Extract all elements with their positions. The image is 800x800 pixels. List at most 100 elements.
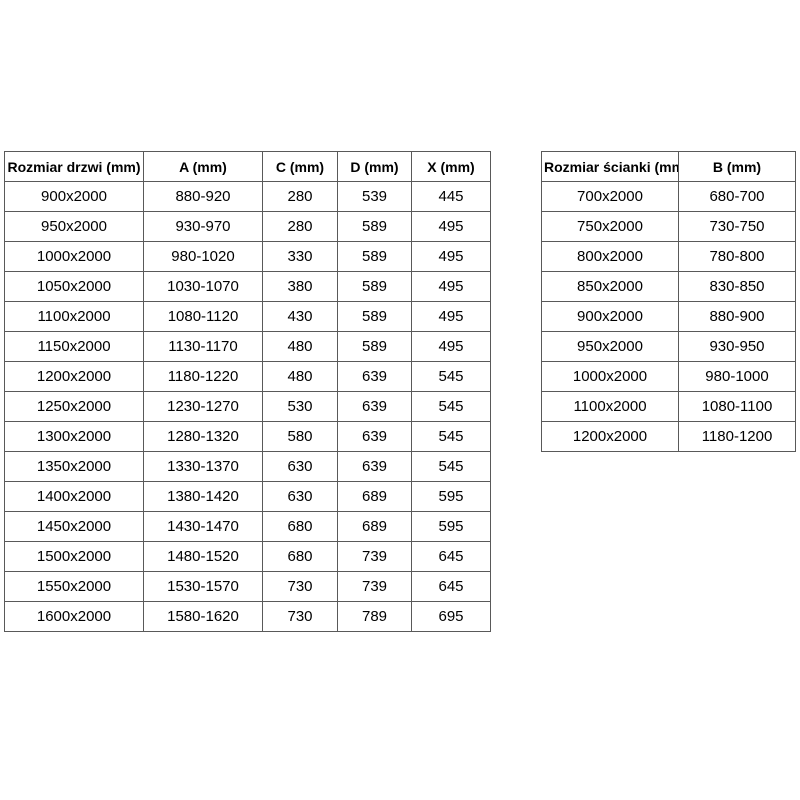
table-cell: 1030-1070 [143,271,263,302]
column-header: Rozmiar drzwi (mm) [4,151,144,182]
table-row: 1300x2000 1280-1320 580 639 545 [4,421,491,452]
table-cell: 630 [262,451,338,482]
table-cell: 495 [411,331,491,362]
table-cell: 1150x2000 [4,331,144,362]
table-cell: 680 [262,511,338,542]
column-header: D (mm) [337,151,412,182]
table-cell: 950x2000 [4,211,144,242]
table-row: 1150x2000 1130-1170 480 589 495 [4,331,491,362]
table-cell: 595 [411,511,491,542]
table-cell: 630 [262,481,338,512]
table-cell: 430 [262,301,338,332]
table-row: 900x2000 880-900 [541,301,796,332]
table-cell: 900x2000 [541,301,679,332]
table-cell: 730-750 [678,211,796,242]
table-cell: 1050x2000 [4,271,144,302]
table-cell: 495 [411,211,491,242]
table-row: 1450x2000 1430-1470 680 689 595 [4,511,491,542]
table-cell: 1280-1320 [143,421,263,452]
table-cell: 639 [337,361,412,392]
table-row: 1500x2000 1480-1520 680 739 645 [4,541,491,572]
table-cell: 1230-1270 [143,391,263,422]
table-cell: 789 [337,601,412,632]
table-row: 1000x2000 980-1000 [541,361,796,392]
table-cell: 539 [337,181,412,212]
door-table-header-row: Rozmiar drzwi (mm) A (mm) C (mm) D (mm) X (m… [4,151,491,182]
table-cell: 1550x2000 [4,571,144,602]
table-row: 1100x2000 1080-1120 430 589 495 [4,301,491,332]
table-cell: 739 [337,571,412,602]
table-cell: 1100x2000 [4,301,144,332]
table-row: 700x2000 680-700 [541,181,796,212]
table-cell: 1430-1470 [143,511,263,542]
table-row: 1200x2000 1180-1200 [541,421,796,452]
table-row: 1200x2000 1180-1220 480 639 545 [4,361,491,392]
table-row: 1100x2000 1080-1100 [541,391,796,422]
table-cell: 780-800 [678,241,796,272]
table-cell: 595 [411,481,491,512]
table-cell: 280 [262,211,338,242]
table-row: 1250x2000 1230-1270 530 639 545 [4,391,491,422]
table-cell: 1380-1420 [143,481,263,512]
column-header: X (mm) [411,151,491,182]
table-cell: 480 [262,331,338,362]
table-cell: 545 [411,391,491,422]
wall-panel-size-table: Rozmiar ścianki (mm) B (mm) 700x2000 680-7… [541,151,796,452]
table-cell: 495 [411,271,491,302]
table-cell: 800x2000 [541,241,679,272]
table-cell: 1180-1200 [678,421,796,452]
table-cell: 689 [337,481,412,512]
table-cell: 695 [411,601,491,632]
table-row: 1550x2000 1530-1570 730 739 645 [4,571,491,602]
column-header: Rozmiar ścianki (mm) [541,151,679,182]
table-cell: 280 [262,181,338,212]
table-cell: 1350x2000 [4,451,144,482]
table-cell: 880-900 [678,301,796,332]
table-cell: 639 [337,391,412,422]
table-cell: 1000x2000 [541,361,679,392]
table-cell: 680-700 [678,181,796,212]
table-cell: 1600x2000 [4,601,144,632]
column-header: B (mm) [678,151,796,182]
wall-table-header-row: Rozmiar ścianki (mm) B (mm) [541,151,796,182]
table-cell: 545 [411,421,491,452]
wall-table-body: 700x2000 680-700 750x2000 730-750 800x2000 78… [541,181,796,452]
table-cell: 645 [411,571,491,602]
table-cell: 589 [337,301,412,332]
table-cell: 639 [337,421,412,452]
table-row: 1400x2000 1380-1420 630 689 595 [4,481,491,512]
table-cell: 580 [262,421,338,452]
table-cell: 589 [337,241,412,272]
table-cell: 445 [411,181,491,212]
table-cell: 1300x2000 [4,421,144,452]
table-cell: 1500x2000 [4,541,144,572]
table-cell: 380 [262,271,338,302]
table-cell: 589 [337,211,412,242]
table-row: 1000x2000 980-1020 330 589 495 [4,241,491,272]
table-cell: 1400x2000 [4,481,144,512]
table-row: 1350x2000 1330-1370 630 639 545 [4,451,491,482]
table-cell: 495 [411,301,491,332]
table-cell: 589 [337,271,412,302]
column-header: A (mm) [143,151,263,182]
table-row: 1050x2000 1030-1070 380 589 495 [4,271,491,302]
table-cell: 1330-1370 [143,451,263,482]
table-cell: 980-1000 [678,361,796,392]
table-cell: 1480-1520 [143,541,263,572]
table-cell: 639 [337,451,412,482]
table-cell: 680 [262,541,338,572]
table-cell: 750x2000 [541,211,679,242]
table-cell: 530 [262,391,338,422]
table-cell: 1580-1620 [143,601,263,632]
table-row: 900x2000 880-920 280 539 445 [4,181,491,212]
table-cell: 850x2000 [541,271,679,302]
table-cell: 645 [411,541,491,572]
table-cell: 1100x2000 [541,391,679,422]
table-row: 1600x2000 1580-1620 730 789 695 [4,601,491,632]
table-cell: 1200x2000 [541,421,679,452]
table-cell: 1200x2000 [4,361,144,392]
table-row: 950x2000 930-970 280 589 495 [4,211,491,242]
table-cell: 689 [337,511,412,542]
table-cell: 1450x2000 [4,511,144,542]
